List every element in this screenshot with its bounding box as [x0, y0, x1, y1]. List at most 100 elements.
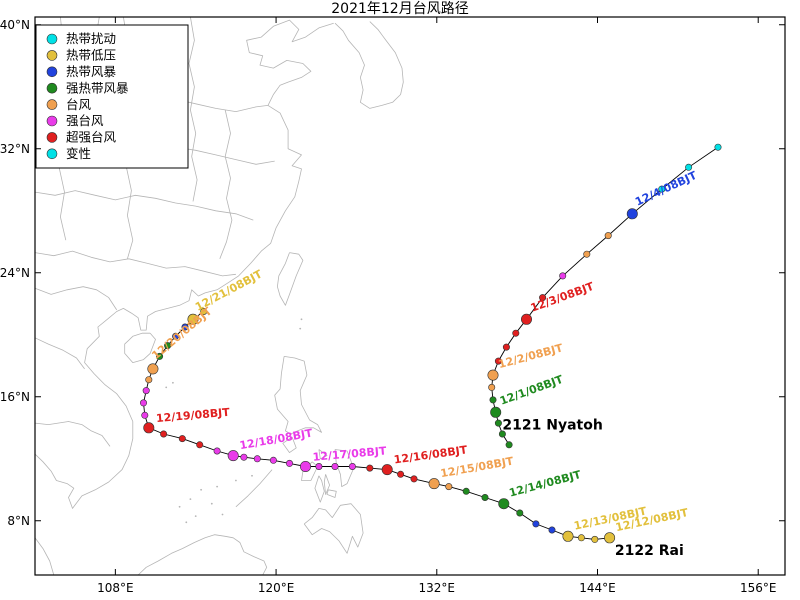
track-point [315, 462, 323, 470]
track-point [577, 534, 585, 542]
track-point [366, 464, 374, 472]
legend-item-dot-ty [46, 99, 58, 110]
track-point-label: 12/17/08BJT [312, 444, 387, 463]
track-point [516, 509, 524, 517]
y-tick-label: 24°N [0, 266, 30, 280]
coastline-path [34, 19, 334, 509]
plot-title: 2021年12月台风路径 [331, 1, 468, 17]
legend-item-dot-ex [46, 148, 58, 160]
islet-dot [178, 505, 181, 508]
track-point [178, 435, 186, 443]
legend-item-dot-td [46, 50, 58, 61]
legend-box [35, 24, 189, 169]
track-point [604, 232, 612, 240]
track-point [143, 422, 155, 434]
track-point [348, 462, 356, 470]
track-point [658, 185, 666, 193]
track-point [253, 455, 261, 463]
track-point [487, 369, 499, 381]
track-point [410, 475, 418, 483]
islet-dot [165, 386, 168, 389]
track-point [160, 430, 168, 438]
storm-name-label: 2121 Nyatoh [502, 417, 602, 433]
track-point [140, 399, 148, 407]
track-point [397, 470, 405, 478]
track-point [269, 456, 277, 464]
coastline-path [124, 332, 156, 364]
track-point [200, 307, 208, 315]
islet-dot [172, 381, 174, 384]
coastline-path [34, 537, 55, 576]
track-point [240, 453, 248, 461]
track-point-label: 12/19/08BJT [155, 406, 230, 425]
track-point [196, 441, 204, 449]
track-point [502, 343, 510, 351]
islet-dot [300, 318, 303, 321]
track-point [714, 143, 722, 151]
border-path [34, 286, 118, 311]
x-tick-label: 120°E [258, 581, 295, 595]
track-point [156, 352, 164, 360]
legend-item-label-dist: 热带扰动 [66, 31, 116, 46]
islet-dot [185, 521, 188, 524]
track-point [445, 483, 453, 491]
track-point [559, 272, 567, 280]
x-tick-label: 108°E [97, 581, 134, 595]
legend-item-label-super: 超强台风 [66, 130, 117, 145]
border-path [34, 421, 111, 447]
islet-dot [221, 513, 224, 516]
islet-dot [189, 498, 192, 500]
legend-item-dot-sty [46, 115, 58, 127]
legend-item-dot-sts [46, 82, 58, 94]
coastline-path [274, 356, 323, 435]
islet-dot [299, 327, 302, 330]
track-point [299, 460, 311, 472]
islet-dot [194, 515, 197, 517]
legend-item-label-sty: 强台风 [66, 113, 104, 128]
track-point [494, 357, 502, 365]
coastline-path [282, 436, 297, 454]
coastline-path [326, 489, 337, 498]
track-point [147, 363, 159, 375]
track-point [494, 419, 502, 427]
track-point [604, 532, 616, 544]
track-point [331, 462, 339, 470]
axes: 108°E 120°E 132°E 144°E 156°E 8°N 16°N 24°N 32°N… [0, 16, 786, 595]
coastline-path [137, 534, 268, 576]
y-tick-label: 16°N [0, 390, 30, 404]
track-point [685, 163, 693, 171]
track-point [591, 535, 599, 543]
x-tick-label: 144°E [579, 581, 616, 595]
border-path [188, 16, 198, 202]
track-point [381, 464, 393, 476]
coastline-path [235, 469, 273, 508]
track-point [583, 250, 591, 258]
track-point [145, 376, 153, 384]
border-path [219, 109, 233, 259]
y-tick-label: 40°N [0, 18, 30, 32]
storm-name-label: 2122 Rai [615, 543, 684, 559]
track-point [285, 459, 293, 467]
border-path [34, 250, 236, 277]
track-point [539, 294, 547, 302]
track-point [488, 383, 496, 391]
track-point [562, 530, 574, 542]
coastline-path [318, 449, 328, 460]
coastline-path [323, 474, 331, 495]
track-point [227, 450, 239, 462]
track-point [548, 526, 556, 534]
legend-item-label-ts: 热带风暴 [66, 64, 117, 79]
x-tick-label: 132°E [419, 581, 456, 595]
y-tick-label: 8°N [7, 514, 30, 528]
border-path [34, 190, 254, 221]
coastline-path [303, 503, 364, 554]
track-point [481, 493, 489, 501]
islet-dot [210, 502, 213, 505]
border-path [34, 337, 85, 370]
islet-dot [200, 488, 203, 491]
track-point [142, 387, 150, 395]
track-point [213, 447, 221, 455]
